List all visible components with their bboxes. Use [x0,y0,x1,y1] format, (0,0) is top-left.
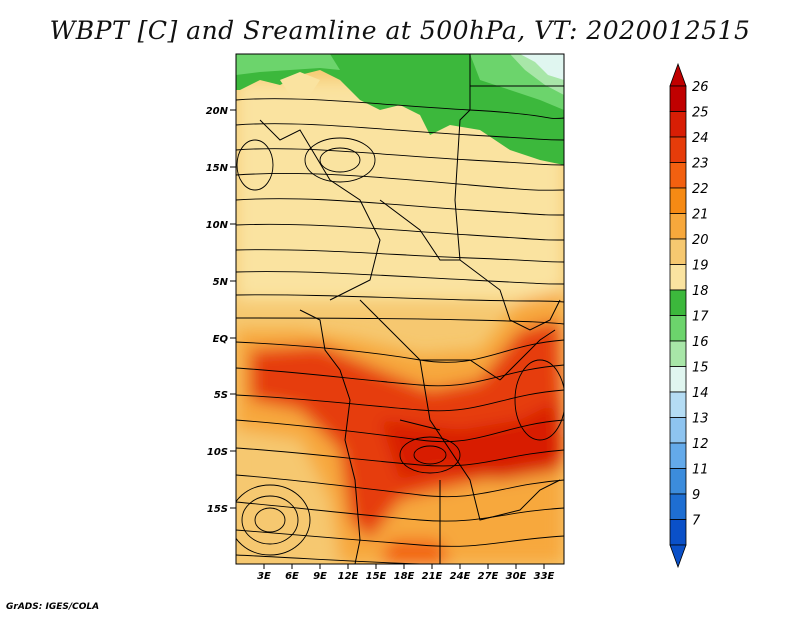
lat-label: 10N [206,220,229,231]
streamlines [236,98,564,564]
colorbar-label: 9 [692,488,700,503]
colorbar-segment [669,111,687,138]
colorbar-label: 22 [692,182,709,197]
colorbar-segment [669,264,687,291]
colorbar-label: 14 [692,386,709,401]
lat-label: 15S [207,504,228,515]
lon-label: 27E [478,571,499,582]
lat-axis: 20N 15N 10N 5N EQ 5S 10S 15S [206,106,236,515]
footer-credit: GrADS: IGES/COLA [6,602,100,612]
colorbar: 26 25 24 23 22 21 20 19 18 17 16 15 14 13 12 11 9 7 [669,62,709,569]
lon-label: 12E [338,571,359,582]
colorbar-segment [669,442,687,469]
colorbar-segment [669,213,687,240]
colorbar-segment [669,340,687,367]
lon-label: 6E [285,571,299,582]
lat-label: 10S [207,447,228,458]
colorbar-segment [669,85,687,112]
lon-label: 15E [366,571,387,582]
colorbar-segment [669,493,687,520]
colorbar-segment [669,187,687,214]
lon-label: 21E [422,571,443,582]
lon-label: 3E [257,571,271,582]
coastlines-borders [259,54,564,564]
colorbar-label: 12 [692,437,709,452]
colorbar-segment [669,238,687,265]
map-title: WBPT [C] and Sreamline at 500hPa, VT: 20… [49,16,751,45]
colorbar-segment [669,417,687,444]
colorbar-label: 21 [692,208,709,223]
colorbar-label: 19 [692,259,709,274]
lon-label: 24E [450,571,471,582]
lon-label: 9E [313,571,327,582]
colorbar-label: 11 [692,463,709,478]
colorbar-segment [669,162,687,189]
lat-label: EQ [213,334,229,345]
lon-axis: 3E 6E 9E 12E 15E 18E 21E 24E 27E 30E 33E [257,564,555,582]
colorbar-segment [669,289,687,316]
colorbar-top-arrow [669,62,687,87]
lon-label: 18E [394,571,415,582]
colorbar-label: 16 [692,335,709,350]
lon-label: 33E [534,571,555,582]
colorbar-segment [669,519,687,546]
colorbar-segment [669,136,687,163]
colorbar-label: 24 [692,131,709,146]
colorbar-label: 18 [692,284,709,299]
lat-label: 5S [214,390,228,401]
lat-label: 5N [213,277,229,288]
colorbar-bottom-arrow [669,544,687,569]
colorbar-label: 25 [692,106,709,121]
colorbar-segment [669,468,687,495]
map-frame [235,53,565,565]
colorbar-segment [669,366,687,393]
lon-label: 30E [506,571,527,582]
colorbar-label: 26 [692,80,709,95]
lat-label: 20N [206,106,229,117]
colorbar-label: 23 [692,157,709,172]
colorbar-segment [669,315,687,342]
colorbar-label: 20 [692,233,709,248]
lat-label: 15N [206,163,229,174]
colorbar-label: 15 [692,361,709,376]
colorbar-label: 13 [692,412,709,427]
colorbar-segment [669,391,687,418]
colorbar-label: 17 [692,310,709,325]
colorbar-label: 7 [692,514,701,529]
